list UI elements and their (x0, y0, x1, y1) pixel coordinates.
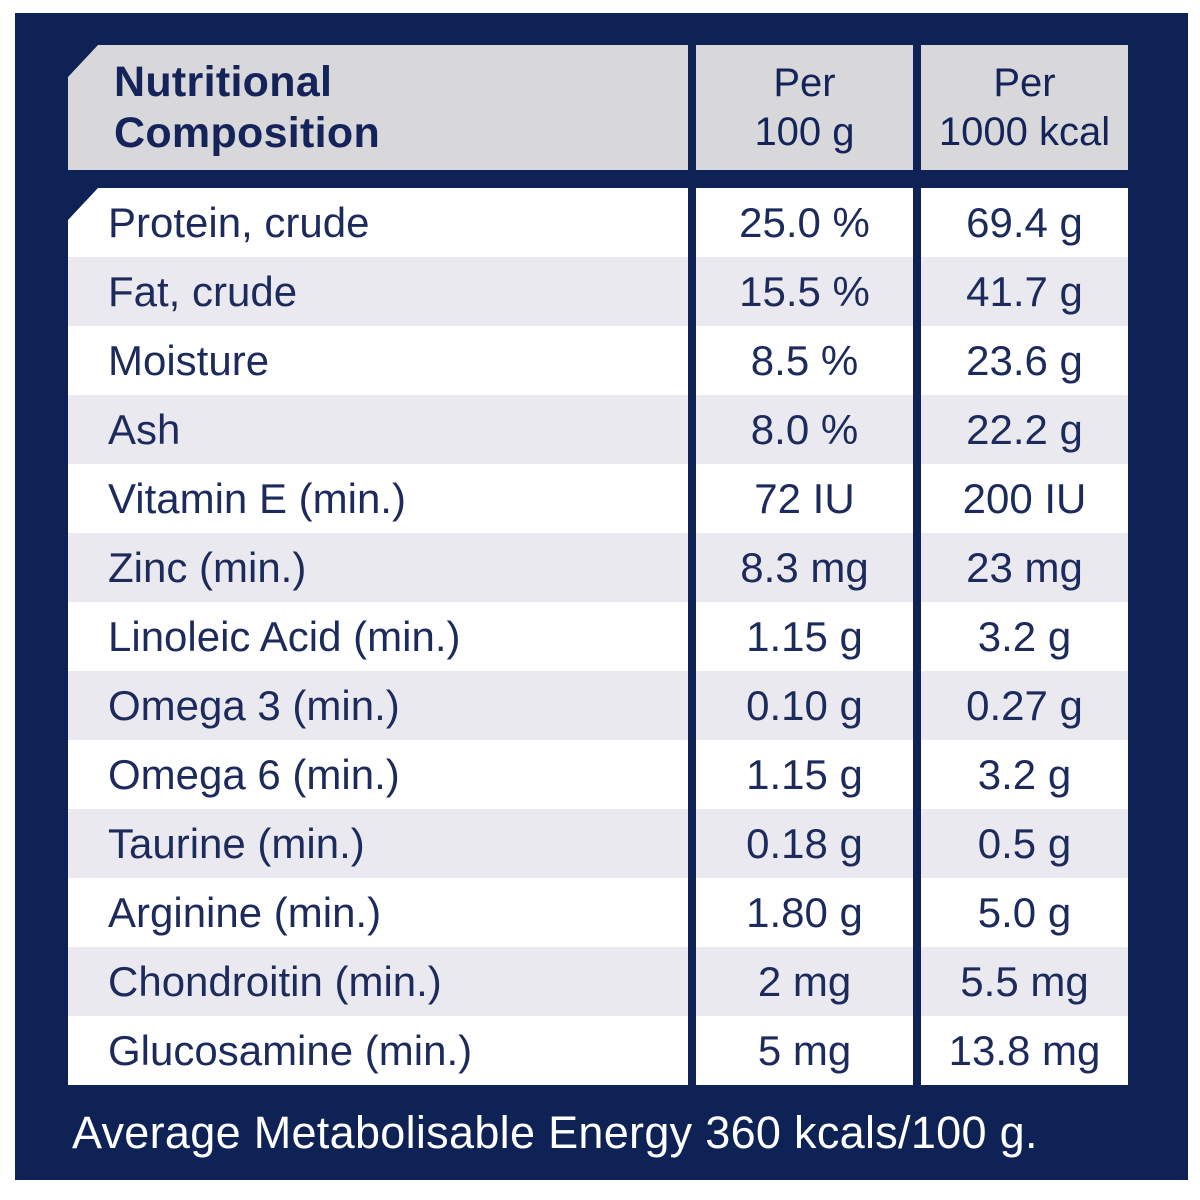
table-row-protein: Protein, crude 25.0 % 69.4 g (68, 188, 1128, 257)
table-body: Protein, crude 25.0 % 69.4 g Fat, crude … (68, 188, 1128, 1085)
table-row-omega-3: Omega 3 (min.) 0.10 g 0.27 g (68, 671, 1128, 740)
row-value-per-100g: 0.10 g (696, 671, 913, 740)
row-value-per-100g: 1.15 g (696, 740, 913, 809)
table-row-taurine: Taurine (min.) 0.18 g 0.5 g (68, 809, 1128, 878)
row-value-per-1000kcal: 0.5 g (921, 809, 1128, 878)
row-label: Linoleic Acid (min.) (68, 602, 688, 671)
table-row-vitamin-e: Vitamin E (min.) 72 IU 200 IU (68, 464, 1128, 533)
row-label: Vitamin E (min.) (68, 464, 688, 533)
row-value-per-1000kcal: 5.5 mg (921, 947, 1128, 1016)
row-value-per-1000kcal: 13.8 mg (921, 1016, 1128, 1085)
row-value-per-100g: 25.0 % (696, 188, 913, 257)
table-row-arginine: Arginine (min.) 1.80 g 5.0 g (68, 878, 1128, 947)
row-value-per-100g: 0.18 g (696, 809, 913, 878)
table-row-omega-6: Omega 6 (min.) 1.15 g 3.2 g (68, 740, 1128, 809)
row-label: Ash (68, 395, 688, 464)
row-label: Arginine (min.) (68, 878, 688, 947)
row-value-per-100g: 1.15 g (696, 602, 913, 671)
row-label: Glucosamine (min.) (68, 1016, 688, 1085)
table-title: Nutritional Composition (68, 57, 380, 158)
table-header-row: Nutritional Composition Per 100 g Per 10… (68, 45, 1128, 170)
header-per-100g-line2: 100 g (754, 109, 855, 154)
row-label: Protein, crude (68, 188, 688, 257)
table-row-fat: Fat, crude 15.5 % 41.7 g (68, 257, 1128, 326)
row-label: Chondroitin (min.) (68, 947, 688, 1016)
table-row-moisture: Moisture 8.5 % 23.6 g (68, 326, 1128, 395)
table-row-glucosamine: Glucosamine (min.) 5 mg 13.8 mg (68, 1016, 1128, 1085)
header-cell-title: Nutritional Composition (68, 45, 688, 170)
row-value-per-1000kcal: 200 IU (921, 464, 1128, 533)
row-label: Taurine (min.) (68, 809, 688, 878)
header-per-1000kcal-line1: Per (993, 60, 1056, 105)
row-label: Fat, crude (68, 257, 688, 326)
header-cell-per-100g: Per 100 g (696, 45, 913, 170)
table-row-ash: Ash 8.0 % 22.2 g (68, 395, 1128, 464)
row-label: Moisture (68, 326, 688, 395)
row-value-per-1000kcal: 23 mg (921, 533, 1128, 602)
row-value-per-100g: 5 mg (696, 1016, 913, 1085)
row-value-per-100g: 8.3 mg (696, 533, 913, 602)
row-value-per-100g: 15.5 % (696, 257, 913, 326)
table-row-zinc: Zinc (min.) 8.3 mg 23 mg (68, 533, 1128, 602)
row-value-per-100g: 8.0 % (696, 395, 913, 464)
row-value-per-1000kcal: 3.2 g (921, 602, 1128, 671)
table-row-linoleic-acid: Linoleic Acid (min.) 1.15 g 3.2 g (68, 602, 1128, 671)
header-per-100g-line1: Per (773, 60, 836, 105)
table-row-chondroitin: Chondroitin (min.) 2 mg 5.5 mg (68, 947, 1128, 1016)
row-value-per-100g: 72 IU (696, 464, 913, 533)
nutrition-panel: Nutritional Composition Per 100 g Per 10… (15, 13, 1188, 1180)
table-title-line1: Nutritional (114, 57, 333, 106)
row-label: Omega 3 (min.) (68, 671, 688, 740)
average-energy-note: Average Metabolisable Energy 360 kcals/1… (72, 1106, 1038, 1158)
row-value-per-1000kcal: 69.4 g (921, 188, 1128, 257)
row-value-per-1000kcal: 23.6 g (921, 326, 1128, 395)
row-label: Omega 6 (min.) (68, 740, 688, 809)
header-per-1000kcal-line2: 1000 kcal (938, 109, 1111, 154)
table-title-line2: Composition (114, 108, 381, 157)
row-value-per-100g: 8.5 % (696, 326, 913, 395)
row-value-per-1000kcal: 0.27 g (921, 671, 1128, 740)
row-value-per-1000kcal: 22.2 g (921, 395, 1128, 464)
row-value-per-1000kcal: 5.0 g (921, 878, 1128, 947)
row-value-per-100g: 2 mg (696, 947, 913, 1016)
row-value-per-1000kcal: 41.7 g (921, 257, 1128, 326)
header-cell-per-1000kcal: Per 1000 kcal (921, 45, 1128, 170)
row-label: Zinc (min.) (68, 533, 688, 602)
nutrition-table: Nutritional Composition Per 100 g Per 10… (68, 45, 1128, 1085)
row-value-per-100g: 1.80 g (696, 878, 913, 947)
row-value-per-1000kcal: 3.2 g (921, 740, 1128, 809)
